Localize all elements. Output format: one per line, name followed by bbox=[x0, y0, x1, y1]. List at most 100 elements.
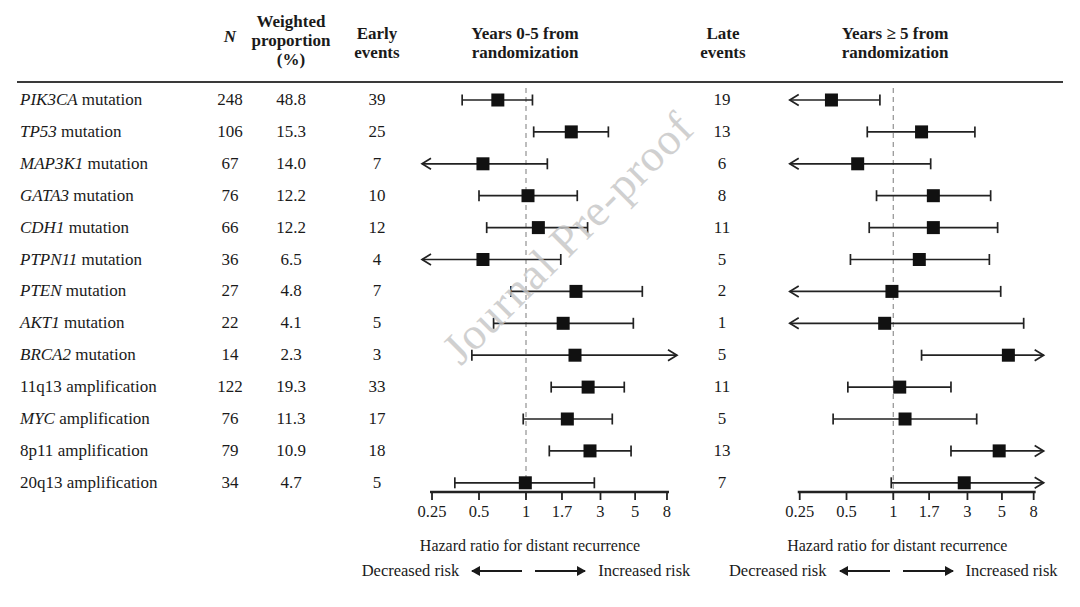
gene-symbol: GATA3 bbox=[20, 186, 69, 205]
n-value: 76 bbox=[200, 185, 260, 207]
gene-label: 20q13 amplification bbox=[20, 472, 210, 494]
late-events-value: 1 bbox=[692, 312, 752, 334]
hr-marker bbox=[582, 381, 595, 394]
axis-tick-label: 1 bbox=[522, 502, 530, 521]
gene-label: GATA3 mutation bbox=[20, 185, 210, 207]
hr-marker bbox=[927, 221, 940, 234]
n-value: 248 bbox=[200, 89, 260, 111]
axis-tick-label: 0.25 bbox=[418, 502, 447, 521]
weighted-proportion-value: 2.3 bbox=[256, 344, 326, 366]
weighted-proportion-value: 12.2 bbox=[256, 185, 326, 207]
hr-marker bbox=[519, 476, 532, 489]
left-arrow-icon bbox=[840, 570, 890, 572]
gene-label: 11q13 amplification bbox=[20, 376, 210, 398]
weighted-proportion-value: 12.2 bbox=[256, 217, 326, 239]
late-events-value: 7 bbox=[692, 472, 752, 494]
n-value: 66 bbox=[200, 217, 260, 239]
hr-marker bbox=[569, 285, 582, 298]
risk-legend: Decreased risk Increased risk bbox=[346, 560, 706, 582]
early-events-value: 5 bbox=[347, 472, 407, 494]
late-events-value: 13 bbox=[692, 440, 752, 462]
gene-label: PIK3CA mutation bbox=[20, 89, 210, 111]
gene-label: MYC amplification bbox=[20, 408, 210, 430]
hr-marker bbox=[927, 189, 940, 202]
late-events-value: 5 bbox=[692, 344, 752, 366]
risk-legend: Decreased risk Increased risk bbox=[713, 560, 1073, 582]
n-value: 27 bbox=[200, 280, 260, 302]
hr-marker bbox=[993, 444, 1006, 457]
n-value: 34 bbox=[200, 472, 260, 494]
hr-marker bbox=[825, 94, 838, 107]
gene-symbol: MAP3K1 bbox=[20, 154, 83, 173]
late-events-value: 8 bbox=[692, 185, 752, 207]
hr-marker bbox=[565, 125, 578, 138]
right-arrow-icon bbox=[535, 570, 585, 572]
weighted-proportion-value: 48.8 bbox=[256, 89, 326, 111]
n-value: 14 bbox=[200, 344, 260, 366]
decreased-risk-label: Decreased risk bbox=[729, 561, 827, 581]
increased-risk-label: Increased risk bbox=[966, 561, 1058, 581]
weighted-proportion-value: 15.3 bbox=[256, 121, 326, 143]
gene-symbol: PTPN11 bbox=[20, 250, 77, 269]
gene-label: 8p11 amplification bbox=[20, 440, 210, 462]
increased-risk-label: Increased risk bbox=[598, 561, 690, 581]
late-events-value: 2 bbox=[692, 280, 752, 302]
gene-symbol: CDH1 bbox=[20, 218, 64, 237]
gene-label: TP53 mutation bbox=[20, 121, 210, 143]
gene-label: PTPN11 mutation bbox=[20, 249, 210, 271]
hr-marker bbox=[913, 253, 926, 266]
axis-tick-label: 0.25 bbox=[785, 502, 814, 521]
early-events-value: 7 bbox=[347, 280, 407, 302]
gene-symbol: TP53 bbox=[20, 122, 57, 141]
gene-symbol: PIK3CA bbox=[20, 90, 78, 109]
early-events-value: 25 bbox=[347, 121, 407, 143]
early-events-value: 7 bbox=[347, 153, 407, 175]
gene-label: MAP3K1 mutation bbox=[20, 153, 210, 175]
n-value: 36 bbox=[200, 249, 260, 271]
hr-marker bbox=[878, 317, 891, 330]
decreased-risk-label: Decreased risk bbox=[362, 561, 460, 581]
early-events-value: 5 bbox=[347, 312, 407, 334]
early-events-value: 4 bbox=[347, 249, 407, 271]
n-value: 122 bbox=[200, 376, 260, 398]
axis-tick-label: 1.7 bbox=[919, 502, 940, 521]
hr-marker bbox=[583, 444, 596, 457]
n-value: 106 bbox=[200, 121, 260, 143]
weighted-proportion-value: 10.9 bbox=[256, 440, 326, 462]
late-events-value: 11 bbox=[692, 376, 752, 398]
hr-marker bbox=[522, 189, 535, 202]
weighted-proportion-value: 6.5 bbox=[256, 249, 326, 271]
early-events-value: 39 bbox=[347, 89, 407, 111]
gene-symbol: 8p11 bbox=[20, 441, 53, 460]
hr-marker bbox=[491, 94, 504, 107]
axis-tick-label: 3 bbox=[596, 502, 604, 521]
gene-label: AKT1 mutation bbox=[20, 312, 210, 334]
late-events-value: 5 bbox=[692, 249, 752, 271]
weighted-proportion-value: 19.3 bbox=[256, 376, 326, 398]
axis-tick-label: 0.5 bbox=[469, 502, 490, 521]
axis-title: Hazard ratio for distant recurrence bbox=[360, 536, 700, 556]
gene-symbol: AKT1 bbox=[20, 313, 60, 332]
weighted-proportion-value: 4.8 bbox=[256, 280, 326, 302]
gene-symbol: 11q13 bbox=[20, 377, 62, 396]
left-arrow-icon bbox=[472, 570, 522, 572]
hr-marker bbox=[915, 125, 928, 138]
gene-symbol: MYC bbox=[20, 409, 55, 428]
forest-plot-figure: N Weighted proportion (%) Early events Y… bbox=[0, 0, 1080, 607]
n-value: 22 bbox=[200, 312, 260, 334]
hr-marker bbox=[561, 413, 574, 426]
weighted-proportion-value: 4.1 bbox=[256, 312, 326, 334]
gene-symbol: BRCA2 bbox=[20, 345, 71, 364]
hr-marker bbox=[476, 253, 489, 266]
early-events-value: 17 bbox=[347, 408, 407, 430]
weighted-proportion-value: 14.0 bbox=[256, 153, 326, 175]
hr-marker bbox=[1002, 349, 1015, 362]
early-events-value: 10 bbox=[347, 185, 407, 207]
late-events-value: 19 bbox=[692, 89, 752, 111]
axis-tick-label: 8 bbox=[1030, 502, 1038, 521]
axis-tick-label: 3 bbox=[963, 502, 971, 521]
axis-tick-label: 5 bbox=[631, 502, 639, 521]
n-value: 67 bbox=[200, 153, 260, 175]
axis-tick-label: 8 bbox=[663, 502, 671, 521]
axis-tick-label: 1.7 bbox=[552, 502, 573, 521]
